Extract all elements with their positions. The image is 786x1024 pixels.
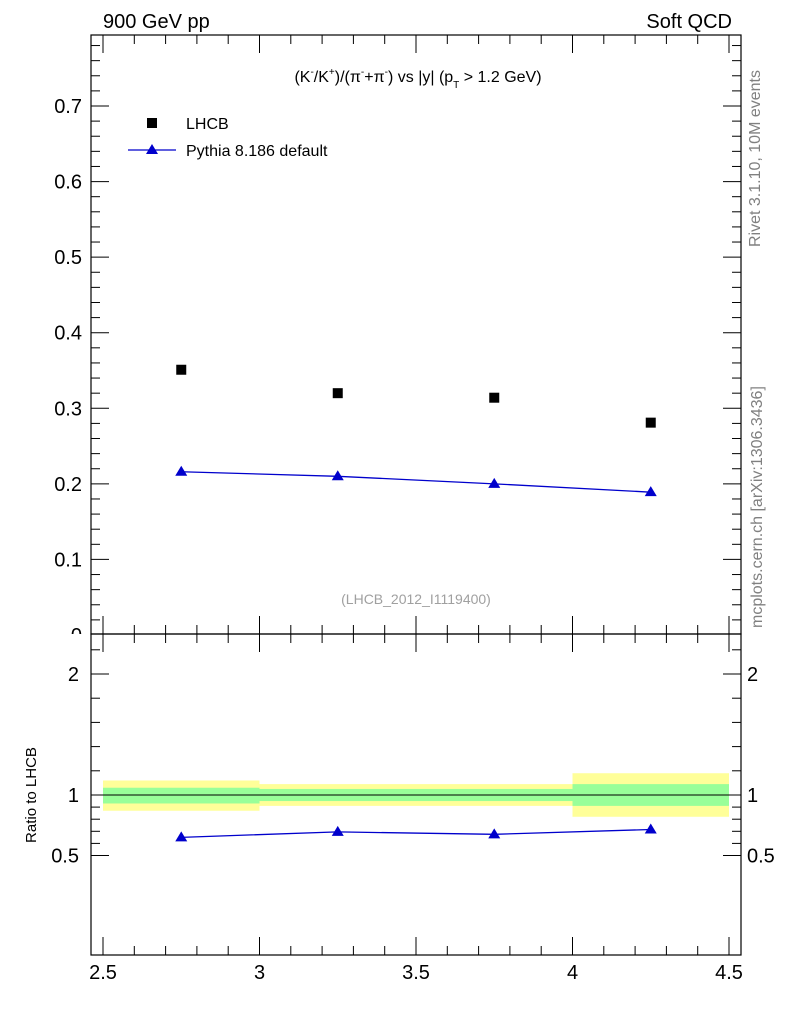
main-y-tick-label: 0.1	[54, 549, 82, 571]
lhcb-data-point	[176, 364, 187, 375]
title-part: ) vs |y| (p	[388, 69, 453, 86]
ratio-plot-frame	[90, 633, 742, 956]
ratio-band-inner	[103, 787, 260, 804]
header-left: 900 GeV pp	[103, 11, 210, 33]
ratio-data-point	[644, 823, 657, 834]
legend-pythia-marker	[146, 144, 158, 154]
ratio-y-tick-label-left: 2	[68, 664, 79, 686]
ratio-data-point	[175, 831, 188, 842]
lhcb-data-point	[645, 417, 656, 428]
legend-pythia-label: Pythia 8.186 default	[186, 143, 328, 160]
main-y-tick-label: 0.2	[54, 474, 82, 496]
main-y-tick-label: 0.7	[54, 96, 82, 118]
x-tick-label: 4.5	[715, 962, 743, 984]
main-y-tick-label: 0.3	[54, 398, 82, 420]
x-tick-label: 4	[567, 962, 578, 984]
title-part: (K	[294, 69, 310, 86]
ratio-data-point	[331, 825, 344, 836]
title-part: /K	[314, 69, 329, 86]
x-tick-label: 3	[254, 962, 265, 984]
ratio-y-tick-label-right: 0.5	[747, 846, 775, 868]
title-sup: -	[361, 67, 364, 78]
pythia-line	[181, 471, 651, 493]
analysis-watermark: (LHCB_2012_I1119400)	[341, 591, 491, 607]
title-part: +π	[364, 69, 384, 86]
x-tick-label: 3.5	[402, 962, 430, 984]
ratio-y-tick-label-right: 1	[747, 785, 758, 807]
pythia-data-point	[175, 465, 188, 476]
header-right: Soft QCD	[646, 11, 732, 33]
mcplots-credit-text: mcplots.cern.ch [arXiv:1306.3436]	[749, 386, 766, 628]
legend-lhcb-label: LHCB	[186, 116, 229, 133]
ratio-line	[181, 828, 651, 838]
lhcb-data-point	[332, 388, 343, 399]
pythia-data-point	[644, 486, 657, 497]
title-part: > 1.2 GeV)	[459, 69, 541, 86]
pythia-data-point	[488, 477, 501, 488]
ratio-uncertainty-bands	[103, 773, 729, 817]
chart-title: (K-/K+)/(π-+π-) vs |y| (pT > 1.2 GeV)	[294, 67, 541, 91]
main-axis-ticks: 0.1 0.2 0.3 0.4 0.5 0.6 0.7 0	[54, 35, 741, 647]
pythia-data-point	[331, 470, 344, 481]
main-y-zero-label: 0	[71, 625, 82, 647]
title-sup: +	[329, 67, 335, 78]
data-marks	[175, 364, 657, 842]
ratio-data-point	[488, 828, 501, 839]
ratio-y-tick-label-left: 1	[68, 785, 79, 807]
ratio-y-tick-label-left: 0.5	[51, 846, 79, 868]
lhcb-data-point	[489, 392, 500, 403]
main-y-tick-label: 0.5	[54, 247, 82, 269]
legend-lhcb-marker	[147, 118, 157, 128]
x-tick-label: 2.5	[89, 962, 117, 984]
ratio-axis-title: Ratio to LHCB	[23, 747, 40, 843]
main-y-tick-label: 0.6	[54, 172, 82, 194]
title-sup: -	[310, 67, 313, 78]
rivet-version-text: Rivet 3.1.10, 10M events	[747, 70, 764, 247]
main-y-tick-label: 0.4	[54, 323, 82, 345]
title-sup: -	[385, 67, 388, 78]
title-part: )/(π	[335, 69, 361, 86]
ratio-axis-ticks: 0.5 0.5 1 1 2 2 2.5 3 3.5 4 4.5	[51, 634, 775, 984]
ratio-y-tick-label-right: 2	[747, 664, 758, 686]
title-sub: T	[453, 80, 459, 91]
